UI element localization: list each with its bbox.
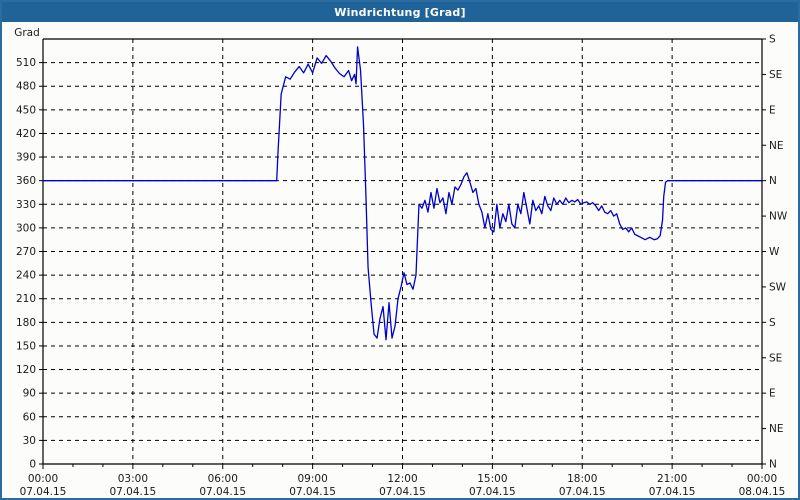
plot-area: 0 30 60 90 120 150 180 210 240 270 300 330 360 390 420… [2,22,798,498]
x-axis-date-label: 08.04.15 [739,486,786,498]
y-axis-tick-label: 240 [16,270,36,282]
right-axis-tick-label: NE [769,423,784,435]
x-axis-date-label: 07.04.15 [289,486,336,498]
right-axis-tick-label: S [769,317,776,329]
chart-svg: 0 30 60 90 120 150 180 210 240 270 300 330 360 390 420… [14,27,788,498]
series-line-windrichtung [43,46,762,341]
x-axis-time-label: 18:00 [567,473,597,485]
axis-frame [42,38,763,465]
right-axis-tick-label: SE [769,352,782,364]
right-axis-tick-label: NW [769,211,788,223]
right-axis-tick-label: W [769,246,780,258]
x-axis-date-label: 07.04.15 [109,486,156,498]
page-title: Windrichtung [Grad] [334,5,466,19]
right-axis-tick-label: S [769,34,776,46]
y-axis-tick-label: 210 [16,293,36,305]
y-axis-tick-label: 30 [23,435,36,447]
y-axis-tick-label: 450 [16,104,36,116]
y-axis-tick-label: 360 [16,175,36,187]
right-axis-tick-label: E [769,388,776,400]
x-axis-time-label: 03:00 [118,473,148,485]
right-axis-labels: N NE E SE S SW W NW N NE E SE S [769,34,788,471]
y-axis-tick-label: 480 [16,81,36,93]
y-axis-tick-label: 420 [16,128,36,140]
y-axis-tick-label: 0 [29,459,36,471]
x-axis-time-label: 00:00 [747,473,777,485]
x-axis-date-label: 07.04.15 [649,486,696,498]
window-title-bar: Windrichtung [Grad] [2,2,798,22]
y-axis-tick-label: 270 [16,246,36,258]
y-axis-tick-label: 330 [16,199,36,211]
y-axis-unit-label: Grad [14,27,40,39]
x-axis-date-label: 07.04.15 [379,486,426,498]
y-axis-tick-label: 90 [23,388,36,400]
right-axis-tick-label: SE [769,69,782,81]
x-axis-date-label: 07.04.15 [469,486,516,498]
x-axis-labels: 00:0007.04.1503:0007.04.1506:0007.04.150… [20,473,786,498]
x-axis-time-label: 09:00 [297,473,327,485]
right-axis-tick-label: NE [769,140,784,152]
axis-ticks [39,38,766,469]
y-axis-tick-label: 300 [16,222,36,234]
y-axis-labels: 0 30 60 90 120 150 180 210 240 270 300 330 360 390 420… [16,57,36,470]
right-axis-tick-label: N [769,175,777,187]
y-axis-tick-label: 120 [16,364,36,376]
x-axis-date-label: 07.04.15 [20,486,67,498]
grid-lines [43,39,762,464]
y-axis-tick-label: 180 [16,317,36,329]
x-axis-time-label: 00:00 [28,473,58,485]
y-axis-tick-label: 510 [16,57,36,69]
x-axis-time-label: 06:00 [208,473,238,485]
x-axis-date-label: 07.04.15 [559,486,606,498]
y-axis-tick-label: 60 [23,411,36,423]
right-axis-tick-label: E [769,104,776,116]
right-axis-tick-label: N [769,459,777,471]
y-axis-tick-label: 150 [16,340,36,352]
x-axis-time-label: 12:00 [387,473,417,485]
right-axis-tick-label: SW [769,281,787,293]
x-axis-time-label: 15:00 [477,473,507,485]
y-axis-tick-label: 390 [16,152,36,164]
x-axis-date-label: 07.04.15 [199,486,246,498]
x-axis-time-label: 21:00 [657,473,687,485]
data-series [43,46,762,341]
